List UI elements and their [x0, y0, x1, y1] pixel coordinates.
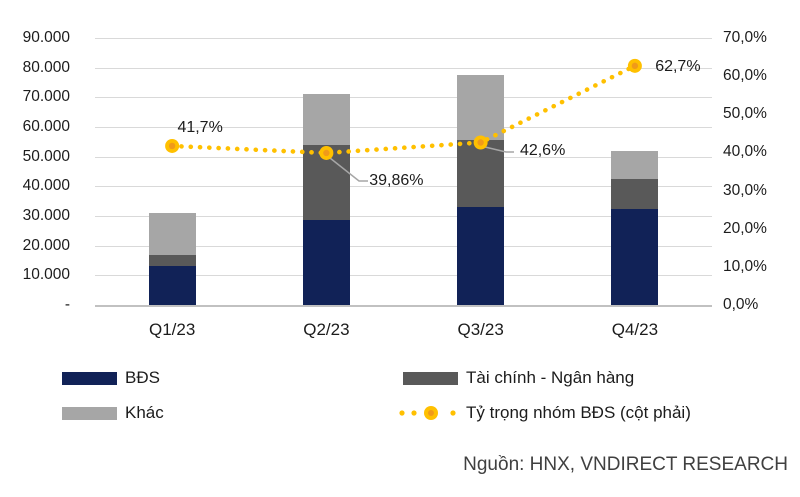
- gridline: [95, 67, 712, 69]
- bar-segment: [148, 266, 196, 305]
- left-axis-tick-label: 30.000: [22, 207, 70, 224]
- left-axis-tick-label: 50.000: [22, 147, 70, 165]
- gridline: [95, 38, 712, 39]
- legend-label-tytrong: Tỷ trọng nhóm BĐS (cột phải): [466, 403, 691, 422]
- right-axis-tick-label: 40,0%: [723, 143, 767, 161]
- left-axis-tick-label: 10.000: [22, 266, 70, 284]
- legend-item-bds: BĐS: [62, 367, 160, 389]
- gridline: [95, 245, 712, 247]
- legend-item-khac: Khác: [62, 402, 164, 424]
- line-data-label: 42,6%: [519, 142, 566, 159]
- x-axis-label: Q1/23: [148, 320, 196, 339]
- legend-swatch-taichinh: [403, 371, 458, 385]
- left-axis-tick-label: 20.000: [22, 236, 70, 254]
- right-axis-tick-label: 0,0%: [723, 296, 759, 313]
- dotted-line-legend-glyph: [399, 406, 456, 420]
- legend-swatch-bds: [62, 371, 117, 385]
- legend-label-taichinh: Tài chính - Ngân hàng: [466, 368, 635, 387]
- gridline: [95, 186, 712, 188]
- left-axis-tick-label: 60.000: [22, 118, 70, 135]
- x-axis-line: [95, 305, 712, 307]
- gridline: [95, 97, 712, 99]
- right-axis-tick-label: 20,0%: [723, 219, 767, 237]
- bar-segment: [302, 144, 350, 221]
- gridline: [95, 275, 712, 277]
- line-data-label: 41,7%: [177, 118, 223, 136]
- gridline: [95, 216, 712, 217]
- bar-segment: [148, 213, 196, 255]
- line-marker-center: [168, 142, 176, 150]
- right-axis-tick-label: 10,0%: [723, 257, 767, 275]
- bar-segment: [457, 207, 505, 305]
- left-axis-tick-label: 80.000: [22, 58, 70, 76]
- right-axis-tick-label: 70,0%: [723, 29, 767, 46]
- left-axis-tick-label: 90.000: [22, 29, 70, 46]
- line-marker: [627, 58, 642, 73]
- left-axis-tick-label: -: [64, 296, 70, 313]
- bar-segment: [611, 208, 659, 305]
- legend-small-dot: [399, 410, 405, 416]
- bar-segment: [611, 178, 659, 209]
- legend-small-dot: [411, 410, 417, 416]
- legend-label-khac: Khác: [125, 403, 164, 422]
- right-axis-tick-label: 60,0%: [723, 67, 767, 85]
- right-axis-tick-label: 50,0%: [723, 105, 767, 123]
- source-credit: Nguồn: HNX, VNDIRECT RESEARCH: [463, 454, 788, 475]
- right-axis-tick-label: 30,0%: [723, 181, 767, 199]
- line-marker: [165, 138, 180, 153]
- bar-segment: [302, 220, 350, 305]
- legend-line-sample-icon: [398, 405, 460, 421]
- bar-segment: [148, 254, 196, 267]
- x-axis-label: Q2/23: [303, 320, 350, 339]
- legend-marker-dot-center: [428, 410, 434, 416]
- legend-item-taichinh: Tài chính - Ngân hàng: [403, 367, 634, 389]
- legend-item-tytrong: Tỷ trọng nhóm BĐS (cột phải): [398, 402, 691, 424]
- bar-segment: [302, 94, 350, 145]
- legend-label-bds: BĐS: [125, 368, 160, 387]
- line-data-label: 62,7%: [655, 57, 701, 75]
- bar-segment: [611, 150, 659, 179]
- x-axis-label: Q4/23: [611, 320, 659, 339]
- left-axis-tick-label: 40.000: [22, 177, 70, 195]
- legend-swatch-khac: [62, 406, 117, 420]
- x-axis-label: Q3/23: [457, 320, 504, 339]
- legend-small-dot: [450, 410, 456, 416]
- gridline: [95, 156, 712, 158]
- dotted-line-series: [169, 63, 638, 156]
- bar-segment: [457, 75, 505, 141]
- left-axis-tick-label: 70.000: [22, 88, 70, 106]
- bar-segment: [457, 140, 505, 208]
- line-data-label: 39,86%: [369, 171, 424, 189]
